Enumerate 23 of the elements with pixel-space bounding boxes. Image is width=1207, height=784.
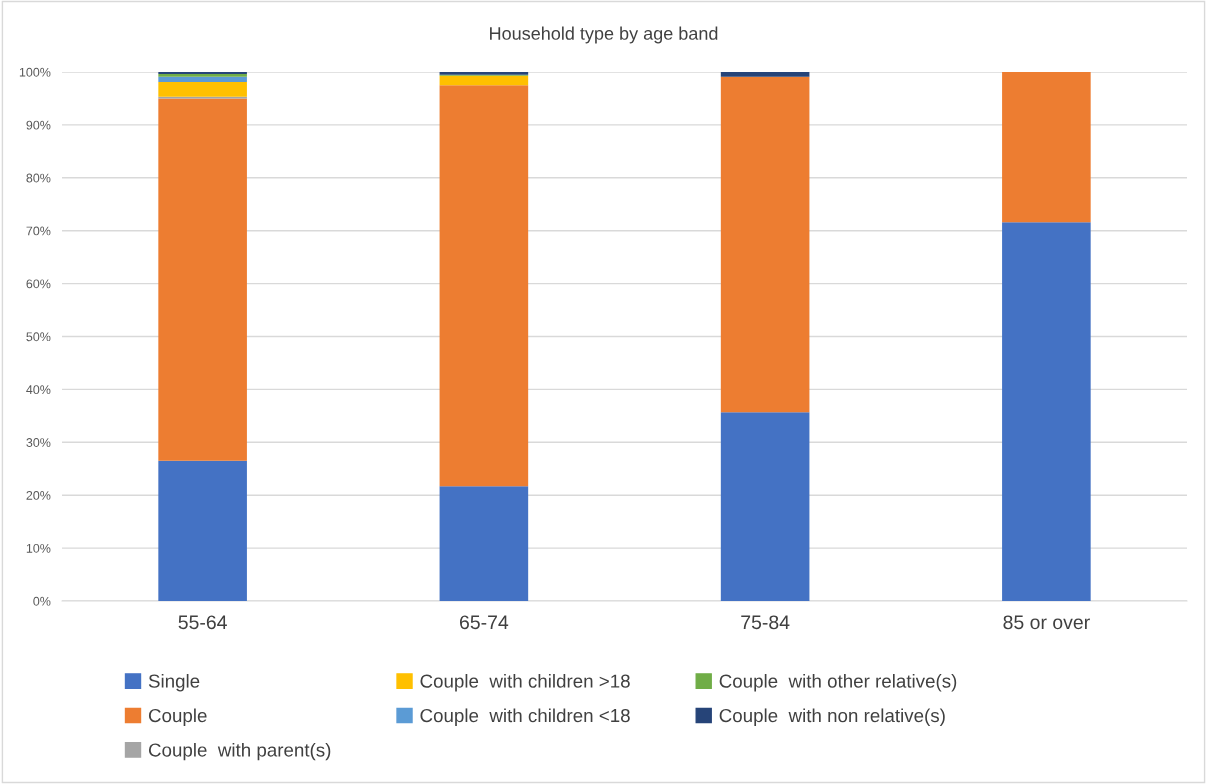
chart-title: Household type by age band (490, 26, 718, 44)
legend-label: Couple with parent(s) (148, 742, 331, 761)
legend-label: Couple with non relative(s) (719, 708, 945, 726)
y-tick-label: 30% (26, 438, 51, 447)
y-tick-label: 90% (26, 120, 51, 130)
legend-label: Single (148, 673, 200, 692)
legend-label: Couple (148, 708, 207, 726)
y-tick-label: 60% (26, 279, 51, 289)
x-tick-label: 65-74 (460, 615, 509, 630)
y-tick-label: 100% (19, 67, 51, 77)
legend-label: Couple with other relative(s) (719, 673, 957, 692)
legend-label: Couple with children <18 (420, 708, 630, 726)
x-tick-label: 75-84 (741, 615, 790, 630)
y-tick-label: 80% (26, 173, 51, 183)
y-tick-label: 10% (26, 543, 51, 553)
x-tick-label: 55-64 (178, 615, 227, 630)
y-tick-label: 50% (26, 332, 51, 342)
x-tick-label: 85 or over (1003, 615, 1090, 630)
y-tick-label: 0% (33, 596, 51, 606)
y-tick-label: 40% (26, 385, 51, 395)
y-tick-label: 20% (26, 491, 51, 500)
legend-label: Couple with children >18 (420, 673, 630, 692)
y-tick-label: 70% (26, 226, 51, 236)
